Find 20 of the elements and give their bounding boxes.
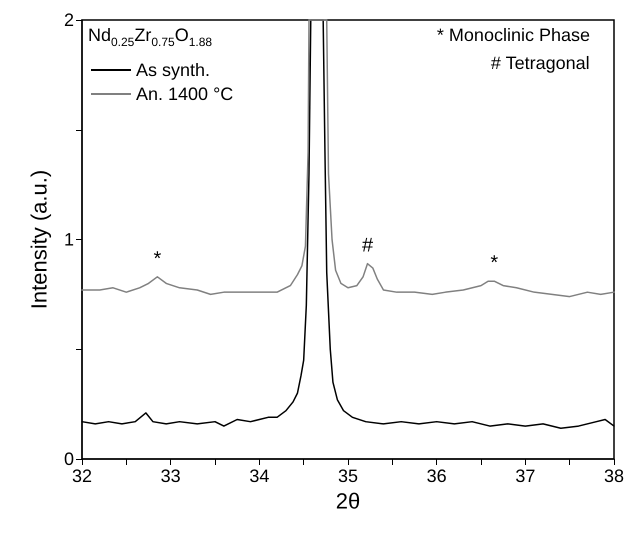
x-tick-label: 32 — [72, 466, 92, 486]
annotation: # — [362, 234, 374, 257]
y-tick-label: 2 — [64, 10, 74, 30]
y-tick-label: 0 — [64, 449, 74, 469]
annotation: * — [490, 252, 498, 274]
x-tick-label: 35 — [338, 466, 358, 486]
legend-label: An. 1400 °C — [136, 84, 234, 104]
line-series — [81, 19, 615, 298]
x-tick-label: 36 — [426, 466, 447, 486]
annotation: # Tetragonal — [490, 53, 590, 73]
x-axis-title: 2θ — [336, 488, 360, 514]
annotation: * Monoclinic Phase — [436, 25, 590, 45]
annotation: * — [153, 248, 162, 270]
legend-label: As synth. — [136, 60, 210, 80]
x-tick-label: 34 — [249, 466, 270, 486]
x-tick-label: 37 — [515, 466, 536, 486]
y-tick-label: 1 — [64, 230, 74, 250]
x-tick-label: 38 — [604, 466, 624, 486]
x-tick-label: 33 — [160, 466, 181, 486]
y-axis-title: Intensity (a.u.) — [26, 170, 52, 310]
